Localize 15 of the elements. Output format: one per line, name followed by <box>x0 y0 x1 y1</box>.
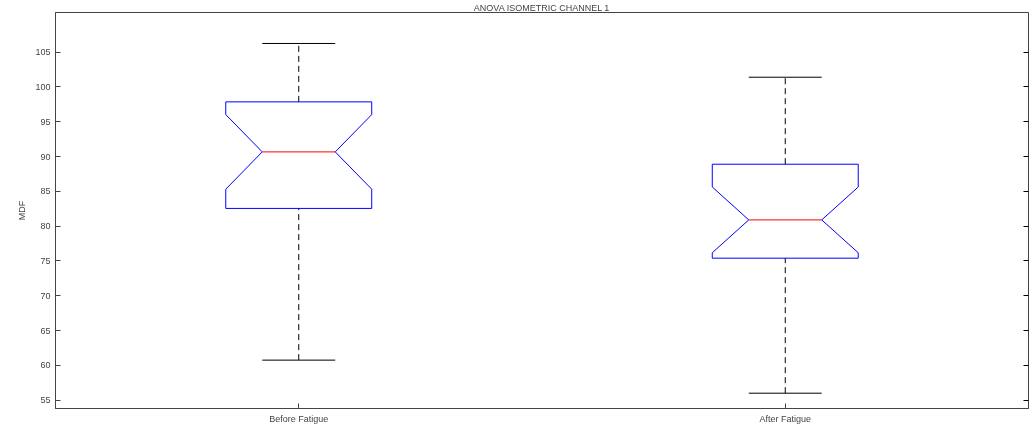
y-tick-label: 90 <box>40 151 51 162</box>
y-axis-title: MDF <box>17 200 28 221</box>
y-tick-label: 60 <box>40 360 51 371</box>
y-tick-label: 65 <box>40 325 51 336</box>
chart-title: ANOVA ISOMETRIC CHANNEL 1 <box>473 2 610 13</box>
y-tick-label: 100 <box>35 81 51 92</box>
y-tick-label: 105 <box>35 47 51 58</box>
x-tick-label: After Fatigue <box>759 413 812 424</box>
y-tick-label: 70 <box>40 290 51 301</box>
y-tick-label: 75 <box>40 255 51 266</box>
y-tick-label: 55 <box>40 395 51 406</box>
y-tick-label: 80 <box>40 221 51 232</box>
y-tick-label: 85 <box>40 186 51 197</box>
x-tick-label: Before Fatigue <box>269 413 329 424</box>
y-tick-label: 95 <box>40 116 51 127</box>
